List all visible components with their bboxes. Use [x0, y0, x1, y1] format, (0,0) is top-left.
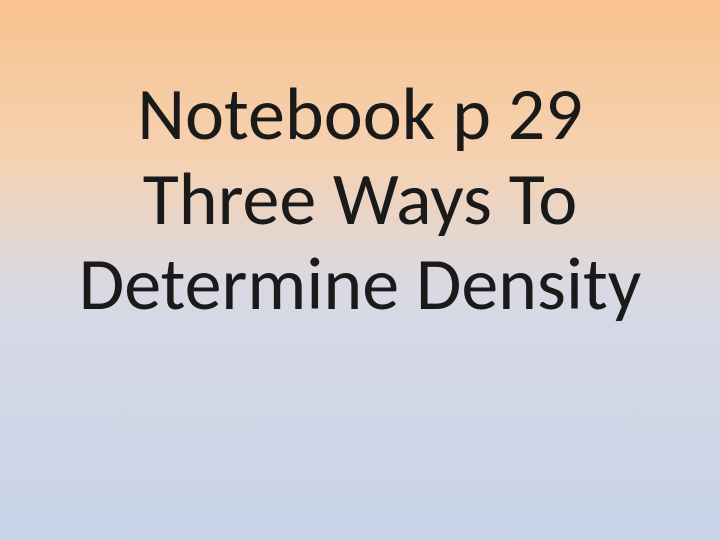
title-line-1: Notebook p 29 — [79, 72, 642, 157]
title-line-3: Determine Density — [79, 242, 642, 327]
slide-container: Notebook p 29 Three Ways To Determine De… — [0, 0, 720, 540]
title-line-2: Three Ways To — [79, 157, 642, 242]
slide-title: Notebook p 29 Three Ways To Determine De… — [79, 72, 642, 327]
